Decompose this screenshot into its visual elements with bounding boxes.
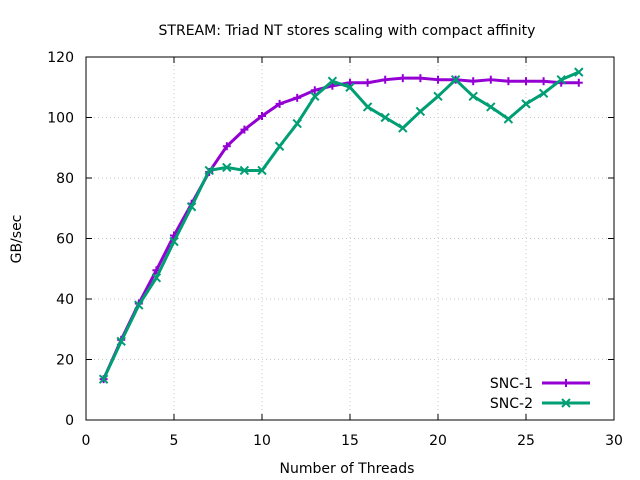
y-tick-label: 60	[56, 232, 74, 248]
y-tick-label: 0	[65, 413, 74, 429]
legend: SNC-1 SNC-2	[490, 376, 590, 412]
y-tick-label: 80	[56, 171, 74, 187]
data-point	[310, 86, 319, 95]
x-tick-label: 10	[253, 433, 271, 449]
data-point	[574, 78, 583, 87]
data-point	[362, 102, 373, 112]
data-point	[327, 76, 338, 86]
legend-marker	[561, 398, 571, 408]
y-tick-label: 120	[47, 50, 74, 66]
axis-ticks: 0 5 10 15 20 25 30 0 20 40 60 80 100 120	[47, 50, 623, 449]
data-point	[204, 165, 214, 176]
data-point	[169, 236, 179, 247]
legend-label: SNC-2	[490, 396, 533, 412]
data-point	[574, 67, 584, 77]
series-line	[102, 76, 579, 380]
data-point	[468, 91, 478, 102]
data-point	[398, 74, 407, 83]
x-tick-label: 15	[341, 433, 359, 449]
data-point	[398, 123, 408, 133]
data-point	[486, 102, 496, 112]
x-axis-title: Number of Threads	[280, 461, 415, 477]
legend-item-snc-2: SNC-2	[490, 396, 590, 412]
y-axis-title: GB/sec	[9, 215, 25, 264]
x-tick-label: 0	[82, 433, 91, 449]
data-point	[450, 74, 461, 85]
data-point	[556, 74, 566, 85]
x-tick-label: 25	[517, 433, 535, 449]
y-tick-label: 20	[56, 353, 74, 369]
y-tick-label: 100	[47, 111, 74, 127]
data-point	[239, 165, 250, 176]
data-point	[151, 273, 162, 283]
legend-item-snc-1: SNC-1	[490, 376, 590, 392]
series-snc-2	[98, 67, 584, 384]
data-point	[504, 77, 513, 86]
data-point	[257, 165, 267, 176]
data-point	[222, 162, 232, 173]
data-point	[345, 82, 355, 92]
x-tick-label: 30	[605, 433, 623, 449]
data-point	[346, 78, 354, 87]
data-point	[539, 77, 548, 86]
x-tick-label: 5	[170, 433, 179, 449]
data-point	[293, 93, 302, 102]
data-point	[274, 141, 285, 151]
data-point	[381, 75, 390, 84]
data-point	[415, 106, 426, 117]
data-point	[433, 91, 443, 102]
series-group	[98, 67, 584, 384]
data-point	[486, 75, 495, 84]
data-point	[380, 112, 390, 123]
data-point	[522, 77, 530, 86]
data-point	[222, 142, 231, 151]
chart-title: STREAM: Triad NT stores scaling with com…	[159, 23, 536, 39]
data-point	[363, 78, 372, 87]
data-point	[134, 300, 144, 310]
data-point	[503, 114, 514, 124]
data-point	[521, 99, 531, 109]
data-point	[434, 75, 442, 84]
data-point	[258, 111, 266, 120]
data-point	[310, 91, 320, 102]
legend-label: SNC-1	[490, 376, 533, 392]
legend-marker	[562, 379, 570, 387]
data-point	[538, 88, 549, 99]
grid	[86, 57, 614, 420]
data-point	[240, 125, 249, 134]
data-point	[469, 77, 478, 86]
data-point	[116, 336, 126, 347]
y-tick-label: 40	[56, 292, 74, 308]
x-tick-label: 20	[429, 433, 447, 449]
data-point	[98, 374, 109, 384]
data-point	[275, 99, 284, 108]
data-point	[186, 202, 197, 212]
data-point	[292, 118, 302, 129]
series-line	[102, 70, 580, 380]
data-point	[416, 74, 425, 83]
